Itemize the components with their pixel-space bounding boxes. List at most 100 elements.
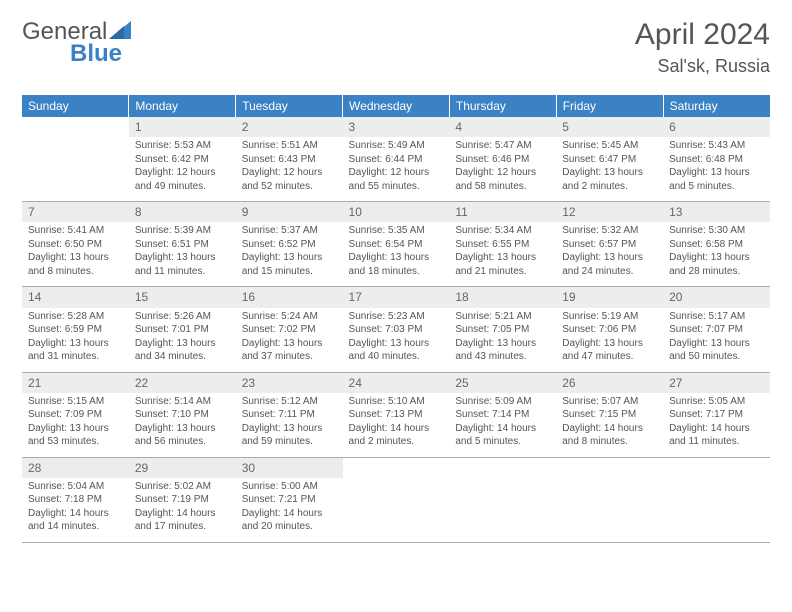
sunrise-line: Sunrise: 5:24 AM	[242, 310, 337, 324]
sunrise-line: Sunrise: 5:21 AM	[455, 310, 550, 324]
sunset-line: Sunset: 7:10 PM	[135, 408, 230, 422]
day-number: 5	[556, 117, 663, 137]
daylight-line: Daylight: 13 hours and 15 minutes.	[242, 251, 337, 278]
calendar-day-cell: 21Sunrise: 5:15 AMSunset: 7:09 PMDayligh…	[22, 372, 129, 457]
day-number: 20	[663, 287, 770, 307]
calendar-week-row: 28Sunrise: 5:04 AMSunset: 7:18 PMDayligh…	[22, 457, 770, 542]
calendar-day-cell: .	[343, 457, 450, 542]
calendar-day-cell: 12Sunrise: 5:32 AMSunset: 6:57 PMDayligh…	[556, 202, 663, 287]
weekday-header: Friday	[556, 95, 663, 117]
sunset-line: Sunset: 7:01 PM	[135, 323, 230, 337]
calendar-table: SundayMondayTuesdayWednesdayThursdayFrid…	[22, 95, 770, 543]
day-number: 15	[129, 287, 236, 307]
sunrise-line: Sunrise: 5:05 AM	[669, 395, 764, 409]
sunset-line: Sunset: 7:19 PM	[135, 493, 230, 507]
sunrise-line: Sunrise: 5:07 AM	[562, 395, 657, 409]
sunset-line: Sunset: 7:15 PM	[562, 408, 657, 422]
sunset-line: Sunset: 6:48 PM	[669, 153, 764, 167]
sunset-line: Sunset: 6:52 PM	[242, 238, 337, 252]
sunrise-line: Sunrise: 5:02 AM	[135, 480, 230, 494]
daylight-line: Daylight: 14 hours and 17 minutes.	[135, 507, 230, 534]
day-number: 30	[236, 458, 343, 478]
sunrise-line: Sunrise: 5:37 AM	[242, 224, 337, 238]
day-number: 3	[343, 117, 450, 137]
calendar-day-cell: 18Sunrise: 5:21 AMSunset: 7:05 PMDayligh…	[449, 287, 556, 372]
sunrise-line: Sunrise: 5:45 AM	[562, 139, 657, 153]
daylight-line: Daylight: 12 hours and 55 minutes.	[349, 166, 444, 193]
day-number: 12	[556, 202, 663, 222]
calendar-day-cell: 3Sunrise: 5:49 AMSunset: 6:44 PMDaylight…	[343, 117, 450, 202]
day-body: Sunrise: 5:41 AMSunset: 6:50 PMDaylight:…	[22, 222, 129, 286]
sunset-line: Sunset: 7:13 PM	[349, 408, 444, 422]
day-body: Sunrise: 5:49 AMSunset: 6:44 PMDaylight:…	[343, 137, 450, 201]
daylight-line: Daylight: 14 hours and 14 minutes.	[28, 507, 123, 534]
calendar-day-cell: 4Sunrise: 5:47 AMSunset: 6:46 PMDaylight…	[449, 117, 556, 202]
daylight-line: Daylight: 13 hours and 50 minutes.	[669, 337, 764, 364]
daylight-line: Daylight: 13 hours and 2 minutes.	[562, 166, 657, 193]
day-number: 14	[22, 287, 129, 307]
sunrise-line: Sunrise: 5:51 AM	[242, 139, 337, 153]
day-number: 13	[663, 202, 770, 222]
daylight-line: Daylight: 14 hours and 5 minutes.	[455, 422, 550, 449]
sunset-line: Sunset: 7:05 PM	[455, 323, 550, 337]
sunrise-line: Sunrise: 5:30 AM	[669, 224, 764, 238]
calendar-day-cell: 5Sunrise: 5:45 AMSunset: 6:47 PMDaylight…	[556, 117, 663, 202]
day-number: 26	[556, 373, 663, 393]
daylight-line: Daylight: 13 hours and 34 minutes.	[135, 337, 230, 364]
sunset-line: Sunset: 6:59 PM	[28, 323, 123, 337]
calendar-day-cell: 28Sunrise: 5:04 AMSunset: 7:18 PMDayligh…	[22, 457, 129, 542]
day-body: Sunrise: 5:17 AMSunset: 7:07 PMDaylight:…	[663, 308, 770, 372]
calendar-day-cell: 22Sunrise: 5:14 AMSunset: 7:10 PMDayligh…	[129, 372, 236, 457]
sunrise-line: Sunrise: 5:14 AM	[135, 395, 230, 409]
calendar-day-cell: 23Sunrise: 5:12 AMSunset: 7:11 PMDayligh…	[236, 372, 343, 457]
calendar-day-cell: 2Sunrise: 5:51 AMSunset: 6:43 PMDaylight…	[236, 117, 343, 202]
daylight-line: Daylight: 13 hours and 28 minutes.	[669, 251, 764, 278]
day-number: 22	[129, 373, 236, 393]
sunrise-line: Sunrise: 5:15 AM	[28, 395, 123, 409]
calendar-week-row: 21Sunrise: 5:15 AMSunset: 7:09 PMDayligh…	[22, 372, 770, 457]
calendar-day-cell: 24Sunrise: 5:10 AMSunset: 7:13 PMDayligh…	[343, 372, 450, 457]
day-body: Sunrise: 5:32 AMSunset: 6:57 PMDaylight:…	[556, 222, 663, 286]
sunrise-line: Sunrise: 5:17 AM	[669, 310, 764, 324]
sunrise-line: Sunrise: 5:43 AM	[669, 139, 764, 153]
day-body: Sunrise: 5:07 AMSunset: 7:15 PMDaylight:…	[556, 393, 663, 457]
day-body: Sunrise: 5:37 AMSunset: 6:52 PMDaylight:…	[236, 222, 343, 286]
calendar-day-cell: 29 Sunrise: 5:02 AMSunset: 7:19 PMDayligh…	[129, 457, 236, 542]
calendar-day-cell: 9Sunrise: 5:37 AMSunset: 6:52 PMDaylight…	[236, 202, 343, 287]
calendar-day-cell: 17Sunrise: 5:23 AMSunset: 7:03 PMDayligh…	[343, 287, 450, 372]
day-number: 10	[343, 202, 450, 222]
calendar-day-cell: 25Sunrise: 5:09 AMSunset: 7:14 PMDayligh…	[449, 372, 556, 457]
calendar-day-cell: .	[449, 457, 556, 542]
calendar-day-cell: 16Sunrise: 5:24 AMSunset: 7:02 PMDayligh…	[236, 287, 343, 372]
sunset-line: Sunset: 7:18 PM	[28, 493, 123, 507]
sunset-line: Sunset: 7:06 PM	[562, 323, 657, 337]
weekday-header: Saturday	[663, 95, 770, 117]
daylight-line: Daylight: 13 hours and 21 minutes.	[455, 251, 550, 278]
day-body: Sunrise: 5:47 AMSunset: 6:46 PMDaylight:…	[449, 137, 556, 201]
sunset-line: Sunset: 7:09 PM	[28, 408, 123, 422]
sunrise-line: Sunrise: 5:10 AM	[349, 395, 444, 409]
sunset-line: Sunset: 6:44 PM	[349, 153, 444, 167]
calendar-week-row: .1Sunrise: 5:53 AMSunset: 6:42 PMDayligh…	[22, 117, 770, 202]
day-body: Sunrise: 5:09 AMSunset: 7:14 PMDaylight:…	[449, 393, 556, 457]
sunrise-line: Sunrise: 5:28 AM	[28, 310, 123, 324]
calendar-day-cell: 20Sunrise: 5:17 AMSunset: 7:07 PMDayligh…	[663, 287, 770, 372]
day-body: Sunrise: 5:45 AMSunset: 6:47 PMDaylight:…	[556, 137, 663, 201]
calendar-day-cell: 15 Sunrise: 5:26 AMSunset: 7:01 PMDayligh…	[129, 287, 236, 372]
day-number: 29	[129, 458, 236, 478]
day-body: Sunrise: 5:23 AMSunset: 7:03 PMDaylight:…	[343, 308, 450, 372]
sunset-line: Sunset: 6:55 PM	[455, 238, 550, 252]
calendar-day-cell: 11Sunrise: 5:34 AMSunset: 6:55 PMDayligh…	[449, 202, 556, 287]
daylight-line: Daylight: 13 hours and 59 minutes.	[242, 422, 337, 449]
sunrise-line: Sunrise: 5:09 AM	[455, 395, 550, 409]
daylight-line: Daylight: 13 hours and 24 minutes.	[562, 251, 657, 278]
day-body: Sunrise: 5:53 AMSunset: 6:42 PMDaylight:…	[129, 137, 236, 201]
sunset-line: Sunset: 6:51 PM	[135, 238, 230, 252]
sunrise-line: Sunrise: 5:26 AM	[135, 310, 230, 324]
day-number: 24	[343, 373, 450, 393]
weekday-header: Sunday	[22, 95, 129, 117]
daylight-line: Daylight: 13 hours and 37 minutes.	[242, 337, 337, 364]
daylight-line: Daylight: 14 hours and 20 minutes.	[242, 507, 337, 534]
day-body: Sunrise: 5:21 AMSunset: 7:05 PMDaylight:…	[449, 308, 556, 372]
weekday-header: Tuesday	[236, 95, 343, 117]
